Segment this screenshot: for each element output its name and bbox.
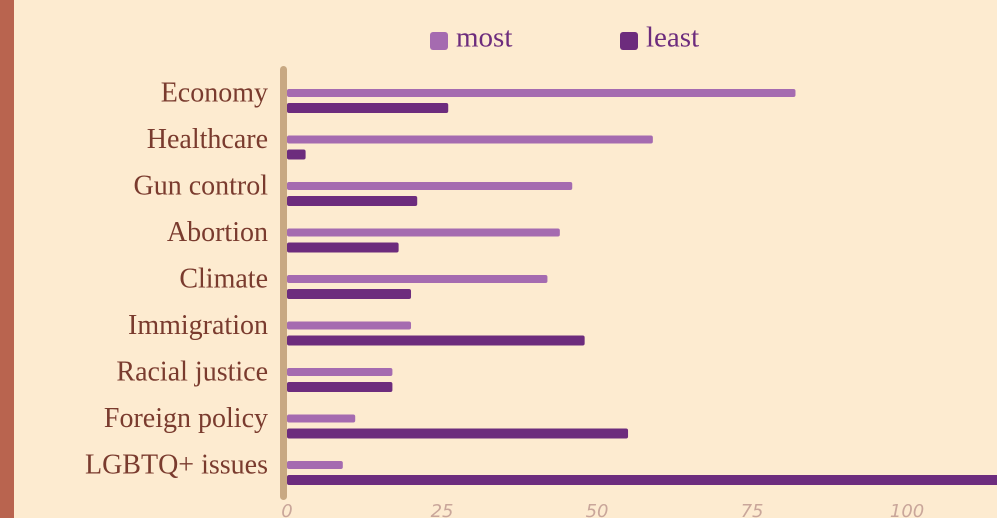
- y-tick-label: Abortion: [167, 217, 268, 248]
- bar: [287, 321, 412, 330]
- bar: [287, 289, 412, 299]
- bar: [287, 149, 306, 160]
- legend-label: least: [646, 22, 699, 54]
- border: [0, 0, 14, 518]
- y-tick-label: Economy: [161, 77, 268, 108]
- bar: [287, 182, 573, 190]
- legend-label: most: [456, 22, 512, 54]
- bar: [287, 461, 343, 469]
- x-tick-label: 25: [431, 501, 454, 518]
- x-tick-label: 75: [741, 501, 764, 518]
- legend-swatch: [620, 32, 638, 50]
- legend-swatch: [430, 32, 448, 50]
- y-tick-label: LGBTQ+ issues: [85, 449, 268, 480]
- y-tick-label: Racial justice: [116, 356, 268, 387]
- bar: [287, 275, 548, 283]
- x-tick-label: 100: [890, 501, 924, 518]
- bar: [287, 103, 449, 113]
- axis-line: [280, 66, 287, 500]
- bar: [287, 135, 653, 144]
- bar: [287, 242, 399, 253]
- x-tick-label: 0: [281, 501, 292, 518]
- bar: [287, 475, 997, 485]
- y-tick-label: Healthcare: [147, 124, 268, 155]
- y-tick-label: Immigration: [128, 310, 268, 341]
- x-tick-label: 50: [586, 501, 609, 518]
- y-tick-label: Gun control: [133, 170, 268, 201]
- bar: [287, 382, 393, 392]
- bar: [287, 89, 796, 97]
- y-tick-label: Foreign policy: [104, 403, 268, 434]
- bar: [287, 335, 585, 346]
- bar: [287, 414, 356, 423]
- bar: [287, 428, 629, 439]
- y-tick-label: Climate: [179, 263, 268, 294]
- bar: [287, 228, 560, 237]
- bar: [287, 196, 418, 206]
- bar: [287, 368, 393, 376]
